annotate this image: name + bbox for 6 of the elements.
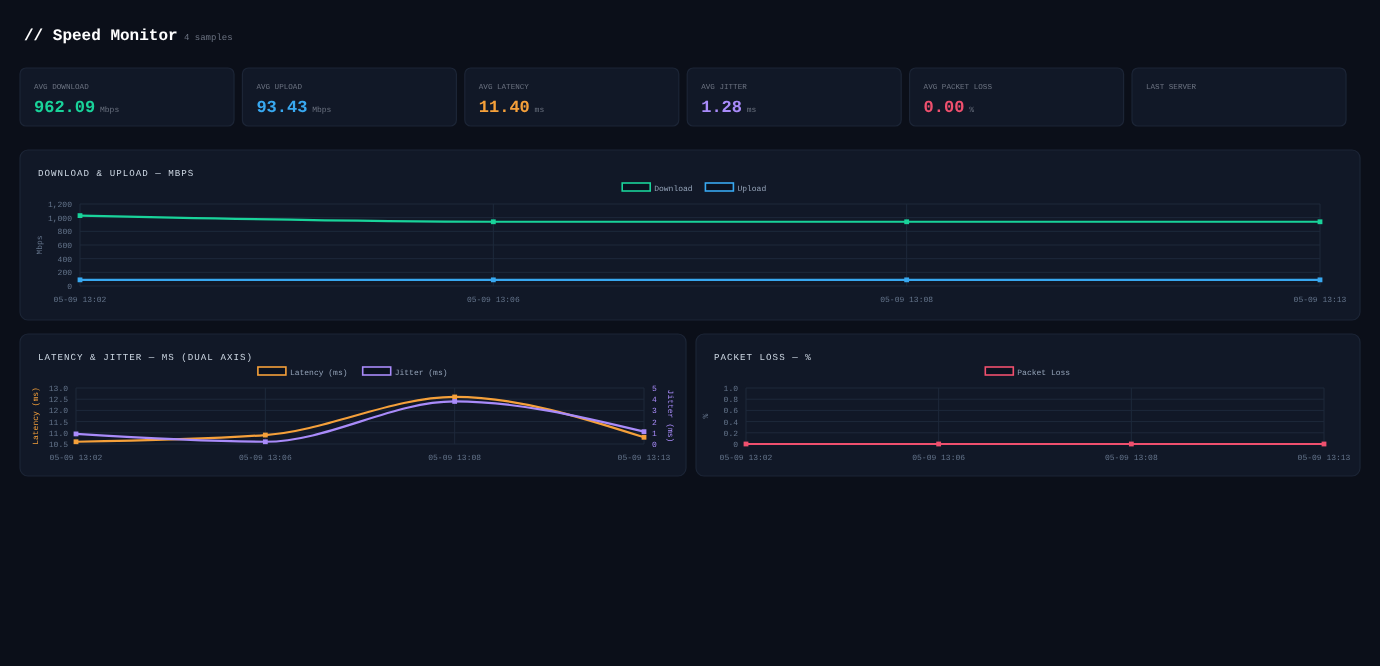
point <box>904 277 910 283</box>
point <box>490 277 496 283</box>
point <box>904 219 910 225</box>
point <box>490 219 496 225</box>
point <box>262 439 268 445</box>
text: // Speed Monitor <box>24 28 179 46</box>
